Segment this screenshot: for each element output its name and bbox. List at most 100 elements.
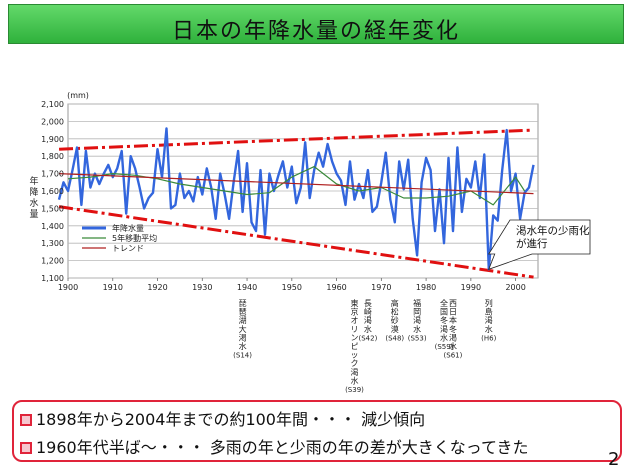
drought-event-label: 冬 bbox=[440, 315, 448, 325]
drought-event-label: ピ bbox=[350, 342, 358, 351]
drought-event-label: (S61) bbox=[444, 352, 463, 360]
drought-event-label: 水 bbox=[350, 375, 358, 385]
y-tick-label: 1,300 bbox=[41, 239, 64, 248]
drought-event-label: 日 bbox=[449, 308, 457, 317]
drought-event-label: 東 bbox=[350, 298, 358, 308]
page-number: 2 bbox=[608, 449, 620, 470]
title-bar: 日本の年降水量の経年変化 bbox=[8, 4, 624, 44]
drought-event-label: 列 bbox=[485, 298, 493, 308]
drought-event-label: (S39) bbox=[345, 386, 364, 394]
y-axis-label-char: 降 bbox=[29, 186, 38, 198]
drought-event-label: ク bbox=[350, 359, 358, 368]
x-tick-label: 1930 bbox=[192, 283, 212, 292]
precipitation-chart: 1,100 1,200 1,300 1,400 1,500 1,600 1,700 1,800… bbox=[29, 91, 591, 394]
x-tick-label: 1970 bbox=[371, 283, 391, 292]
summary-box: 1898年から2004年までの約100年間・・・ 減少傾向 1960年代半ば～・… bbox=[12, 400, 622, 462]
summary-line-1: 1898年から2004年までの約100年間・・・ 減少傾向 bbox=[20, 406, 425, 430]
drought-event-label: 琶 bbox=[239, 308, 247, 317]
drought-event-label: 西 bbox=[449, 299, 457, 308]
drought-event-label: 水 bbox=[364, 324, 372, 334]
drought-event-label: 渇 bbox=[413, 315, 421, 325]
y-axis-label-char: 量 bbox=[29, 209, 38, 220]
x-tick-label: 1940 bbox=[237, 283, 257, 292]
y-tick-label: 1,600 bbox=[41, 187, 64, 196]
drought-event-label: 崎 bbox=[364, 307, 372, 317]
annual-precip-line bbox=[57, 127, 535, 271]
x-tick-label: 1960 bbox=[326, 283, 346, 292]
summary-text-2: 1960年代半ば～・・・ 多雨の年と少雨の年の差が大きくなってきた bbox=[36, 438, 529, 457]
y-unit-label: (mm) bbox=[67, 91, 89, 100]
drought-event-label: 渇 bbox=[440, 324, 448, 334]
drought-event-label: 本 bbox=[449, 315, 457, 325]
callout-text: が進行 bbox=[516, 237, 548, 250]
drought-event-label: 島 bbox=[485, 307, 493, 317]
bullet-icon bbox=[20, 414, 32, 426]
drought-event-label: 京 bbox=[350, 307, 358, 317]
drought-event-label: 水 bbox=[485, 324, 493, 334]
drought-event-label: 琵 bbox=[239, 299, 247, 308]
trend-line bbox=[58, 173, 534, 195]
x-tick-label: 2000 bbox=[505, 283, 525, 292]
callout-text: 渇水年の少雨化 bbox=[516, 224, 590, 237]
slide-title: 日本の年降水量の経年変化 bbox=[171, 19, 460, 44]
drought-event-label: 国 bbox=[440, 308, 448, 317]
drought-event-label: 渇 bbox=[364, 315, 372, 325]
drought-event-label: 冬 bbox=[449, 324, 457, 334]
lower-envelope-line bbox=[58, 205, 534, 279]
drought-event-label: 漠 bbox=[391, 324, 399, 334]
drought-event-label: 岡 bbox=[413, 308, 421, 317]
y-tick-label: 1,100 bbox=[41, 274, 64, 283]
y-tick-label: 1,700 bbox=[41, 170, 64, 179]
y-tick-label: 2,100 bbox=[41, 100, 64, 109]
drought-event-label: 大 bbox=[239, 324, 247, 334]
legend-label: トレンド bbox=[112, 244, 144, 253]
drought-event-label: 砂 bbox=[391, 315, 399, 325]
drought-event-label: 渇 bbox=[239, 332, 247, 342]
drought-event-label: 水 bbox=[449, 341, 457, 351]
drought-event-label: (S14) bbox=[233, 352, 252, 360]
drought-event-label: 高 bbox=[391, 298, 399, 308]
drought-event-label: 水 bbox=[239, 341, 247, 351]
series-layer bbox=[57, 127, 535, 279]
y-tick-label: 1,200 bbox=[41, 257, 64, 266]
y-tick-label: 1,900 bbox=[41, 135, 64, 144]
drought-event-label: (S42) bbox=[358, 334, 377, 342]
upper-envelope-line bbox=[58, 128, 534, 151]
drought-event-label: 渇 bbox=[485, 315, 493, 325]
x-tick-label: 1990 bbox=[461, 283, 481, 292]
x-tick-label: 1900 bbox=[58, 283, 78, 292]
drought-event-label: (H6) bbox=[481, 334, 496, 342]
y-tick-label: 1,400 bbox=[41, 222, 64, 231]
y-tick-label: 2,000 bbox=[41, 117, 64, 126]
drought-event-label: 水 bbox=[413, 324, 421, 334]
drought-event-label: 松 bbox=[391, 307, 399, 317]
y-tick-label: 1,800 bbox=[41, 152, 64, 161]
y-tick-label: 1,500 bbox=[41, 204, 64, 213]
drought-event-label: (S59) bbox=[435, 343, 454, 351]
drought-event-label: 水 bbox=[440, 332, 448, 342]
drought-event-label: 全 bbox=[440, 298, 448, 308]
x-tick-label: 1950 bbox=[282, 283, 302, 292]
grid-layer bbox=[67, 103, 539, 281]
drought-event-label: ン bbox=[350, 333, 358, 342]
drought-event-label: 長 bbox=[364, 299, 372, 308]
drought-event-label: 福 bbox=[413, 299, 421, 308]
label-layer: 1,100 1,200 1,300 1,400 1,500 1,600 1,700 1,800… bbox=[29, 91, 591, 394]
callout-bubble bbox=[488, 219, 591, 270]
drought-event-label: リ bbox=[350, 325, 358, 334]
bullet-icon bbox=[20, 442, 32, 454]
y-axis-label-char: 水 bbox=[29, 197, 38, 209]
x-tick-label: 1910 bbox=[103, 283, 123, 292]
x-tick-label: 1920 bbox=[147, 283, 167, 292]
drought-event-label: 渇 bbox=[449, 332, 457, 342]
summary-text-1: 1898年から2004年までの約100年間・・・ 減少傾向 bbox=[36, 410, 426, 429]
drought-event-label: 渇 bbox=[350, 367, 358, 377]
drought-event-label: 湖 bbox=[239, 316, 247, 325]
legend-label: 5年移動平均 bbox=[112, 233, 157, 243]
y-axis-label-char: 年 bbox=[29, 175, 38, 187]
drought-event-label: (S53) bbox=[408, 334, 427, 342]
summary-line-2: 1960年代半ば～・・・ 多雨の年と少雨の年の差が大きくなってきた bbox=[20, 434, 529, 458]
drought-event-label: オ bbox=[350, 316, 358, 325]
drought-event-label: (S48) bbox=[385, 334, 404, 342]
legend-label: 年降水量 bbox=[112, 223, 144, 233]
